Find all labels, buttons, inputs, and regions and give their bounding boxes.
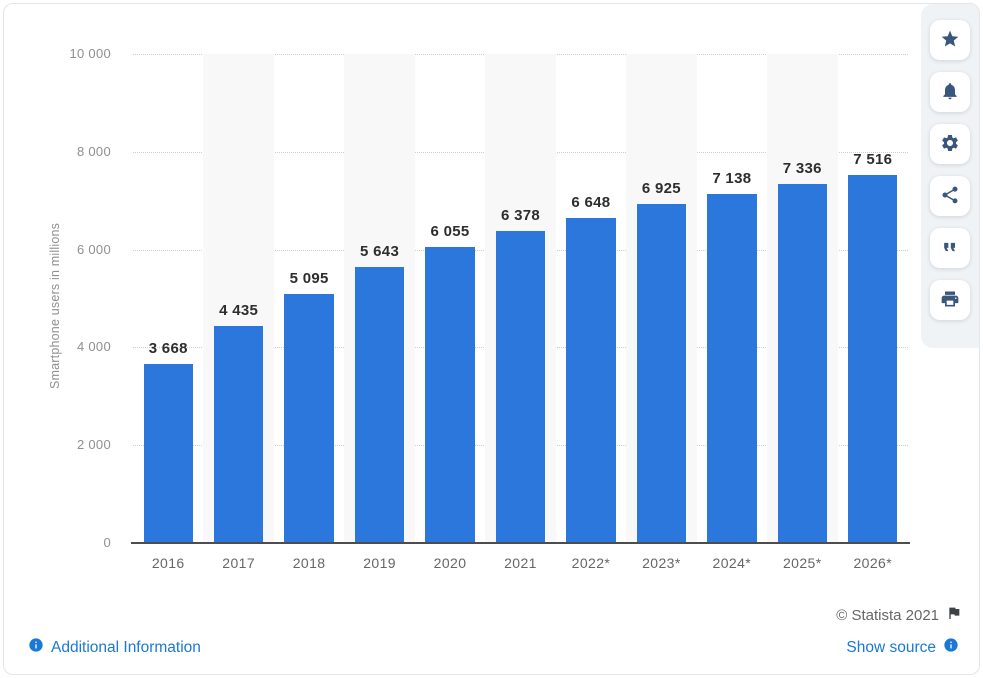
bar-value-label: 7 138 bbox=[712, 169, 752, 187]
x-axis-label: 2018 bbox=[292, 555, 326, 571]
bar-2024[interactable] bbox=[707, 193, 757, 543]
bar-2026[interactable] bbox=[848, 175, 898, 543]
x-axis-label: 2021 bbox=[504, 555, 537, 571]
bar-value-label: 5 643 bbox=[360, 243, 400, 261]
notifications-button[interactable] bbox=[930, 72, 970, 112]
settings-button[interactable] bbox=[930, 124, 970, 164]
chart-column: 4 435 bbox=[203, 54, 274, 543]
plot-area: 3 668 4 435 5 095 5 643 6 055 6 378 6 648 6 925… bbox=[131, 54, 910, 544]
flag-icon[interactable] bbox=[946, 605, 962, 625]
bell-icon bbox=[940, 81, 960, 104]
bar-value-label: 7 336 bbox=[782, 160, 822, 178]
x-axis-label: 2016 bbox=[151, 555, 185, 571]
additional-information-link[interactable]: Additional Information bbox=[28, 637, 201, 658]
bar-2020[interactable] bbox=[425, 246, 475, 543]
chart-column: 3 668 bbox=[133, 54, 203, 543]
y-tick-label: 0 bbox=[103, 535, 111, 550]
x-axis-label: 2022* bbox=[571, 555, 611, 571]
bar-2018[interactable] bbox=[284, 293, 334, 543]
info-icon bbox=[28, 637, 44, 658]
x-axis-label: 2017 bbox=[222, 555, 256, 571]
chart-card: Smartphone users in millions 10 000 8 000… bbox=[3, 3, 980, 675]
bar-2019[interactable] bbox=[354, 267, 405, 543]
chart-column: 6 055 bbox=[415, 54, 485, 543]
bar-value-label: 4 435 bbox=[219, 302, 259, 320]
favorite-button[interactable] bbox=[930, 20, 970, 60]
plot-columns: 3 668 4 435 5 095 5 643 6 055 6 378 6 648 6 925… bbox=[133, 54, 908, 543]
y-axis-ticks: 10 000 8 000 6 000 4 000 2 000 0 bbox=[4, 46, 111, 550]
star-icon bbox=[940, 29, 960, 52]
y-tick-label: 2 000 bbox=[76, 437, 111, 453]
x-axis-label: 2023* bbox=[642, 555, 681, 571]
x-axis-label: 2025* bbox=[783, 555, 822, 571]
bar-value-label: 5 095 bbox=[289, 269, 329, 287]
y-tick-label: 4 000 bbox=[76, 339, 111, 355]
copyright-text: © Statista 2021 bbox=[836, 606, 939, 624]
show-source-label: Show source bbox=[846, 638, 936, 656]
chart-column: 6 925 bbox=[626, 54, 697, 543]
quote-icon bbox=[940, 237, 960, 260]
bar-2021[interactable] bbox=[495, 231, 546, 543]
x-axis-label: 2024* bbox=[712, 555, 752, 571]
print-button[interactable] bbox=[930, 280, 970, 320]
y-tick-label: 10 000 bbox=[69, 46, 111, 61]
copyright: © Statista 2021 bbox=[836, 605, 962, 625]
x-axis-label: 2020 bbox=[433, 555, 467, 571]
chart-column: 6 648 bbox=[556, 54, 626, 543]
share-button[interactable] bbox=[930, 176, 970, 216]
info-icon bbox=[943, 637, 959, 658]
bar-value-label: 7 516 bbox=[853, 151, 893, 169]
share-icon bbox=[940, 185, 960, 208]
x-axis-label: 2019 bbox=[363, 555, 396, 571]
gear-icon bbox=[940, 133, 960, 156]
y-tick-label: 6 000 bbox=[76, 241, 111, 257]
icon-rail bbox=[921, 4, 979, 348]
chart-column: 5 643 bbox=[344, 54, 415, 543]
bar-value-label: 6 378 bbox=[500, 207, 541, 225]
x-axis-line bbox=[131, 542, 910, 544]
bar-value-label: 3 668 bbox=[148, 339, 188, 357]
bar-2025[interactable] bbox=[777, 184, 827, 543]
chart-column: 5 095 bbox=[274, 54, 344, 543]
bar-value-label: 6 648 bbox=[571, 193, 611, 211]
chart-column: 6 378 bbox=[485, 54, 556, 543]
additional-information-label: Additional Information bbox=[51, 638, 201, 656]
footer-links: Additional Information Show source bbox=[28, 637, 959, 658]
bar-2022[interactable] bbox=[566, 217, 616, 543]
bar-value-label: 6 925 bbox=[641, 180, 681, 198]
bar-2016[interactable] bbox=[143, 363, 193, 543]
printer-icon bbox=[940, 289, 960, 312]
x-axis-label: 2026* bbox=[853, 555, 893, 571]
x-axis: 2016 2017 2018 2019 2020 2021 2022* 2023* 2024* 2… bbox=[133, 555, 908, 571]
y-tick-label: 8 000 bbox=[76, 143, 111, 159]
bar-2017[interactable] bbox=[214, 326, 264, 543]
cite-button[interactable] bbox=[930, 228, 970, 268]
chart-column: 7 138 bbox=[697, 54, 767, 543]
bar-2023[interactable] bbox=[636, 204, 687, 543]
chart-column: 7 336 bbox=[767, 54, 838, 543]
chart-column: 7 516 bbox=[838, 54, 908, 543]
bar-value-label: 6 055 bbox=[430, 222, 470, 240]
show-source-link[interactable]: Show source bbox=[846, 637, 959, 658]
